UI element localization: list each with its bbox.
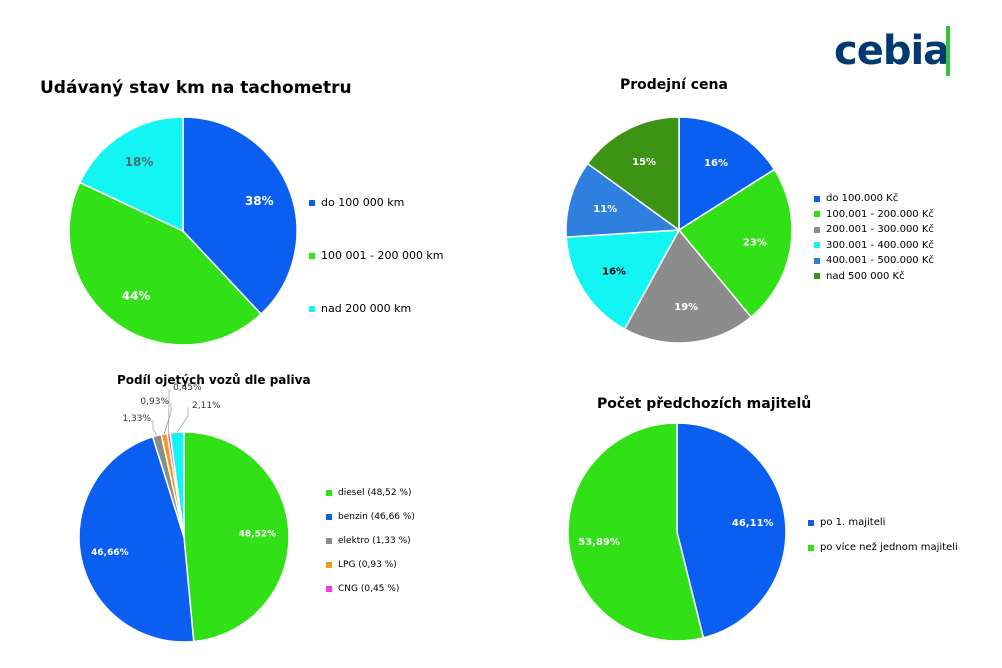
legend-item: po více než jednom majiteli bbox=[808, 535, 958, 560]
legend-item: LPG (0,93 %) bbox=[326, 553, 415, 577]
pie-slice bbox=[676, 422, 787, 639]
legend-label: nad 500 000 Kč bbox=[826, 270, 905, 282]
legend-swatch bbox=[808, 519, 814, 526]
pie-slice bbox=[586, 116, 680, 232]
legend-owners: po 1. majiteli po více než jednom majitel… bbox=[808, 510, 958, 560]
legend-label: diesel (48,52 %) bbox=[338, 488, 412, 498]
legend-swatch bbox=[814, 211, 820, 218]
legend-label: do 100 000 km bbox=[321, 196, 405, 209]
leader-line bbox=[152, 420, 158, 436]
legend-swatch bbox=[326, 538, 332, 544]
legend-item: nad 200 000 km bbox=[309, 282, 444, 335]
legend-swatch bbox=[326, 586, 332, 592]
data-label: 44% bbox=[122, 289, 151, 303]
chart-title-fuel: Podíl ojetých vozů dle paliva bbox=[117, 373, 311, 387]
leader-line bbox=[163, 403, 172, 434]
legend-item: benzin (46,66 %) bbox=[326, 505, 415, 529]
legend-label: CNG (0,45 %) bbox=[338, 584, 400, 594]
pie-slice bbox=[678, 116, 776, 232]
legend-price: do 100.000 Kč 100.001 - 200.000 Kč 200.001… bbox=[814, 191, 934, 284]
data-label: 0,93% bbox=[140, 397, 169, 407]
legend-item: 300.001 - 400.000 Kč bbox=[814, 238, 934, 254]
legend-swatch bbox=[309, 199, 315, 206]
data-label: 38% bbox=[245, 194, 274, 208]
leader-line bbox=[176, 407, 189, 433]
legend-swatch bbox=[814, 195, 820, 202]
data-label: 46,66% bbox=[91, 548, 129, 558]
pie-slice bbox=[182, 116, 298, 316]
legend-label: LPG (0,93 %) bbox=[338, 560, 397, 570]
pie-slice bbox=[68, 181, 263, 346]
legend-item: po 1. majiteli bbox=[808, 510, 958, 535]
data-label: 1,33% bbox=[122, 414, 151, 424]
legend-item: do 100 000 km bbox=[309, 176, 444, 229]
legend-swatch bbox=[814, 273, 820, 280]
data-label: 0,45% bbox=[173, 383, 202, 393]
pie-slice bbox=[567, 422, 705, 642]
legend-item: 200.001 - 300.000 Kč bbox=[814, 222, 934, 238]
legend-km: do 100 000 km 100 001 - 200 000 km nad 200… bbox=[309, 176, 444, 335]
legend-swatch bbox=[814, 242, 820, 249]
legend-swatch bbox=[326, 490, 332, 496]
legend-item: CNG (0,45 %) bbox=[326, 577, 415, 601]
data-label: 48,52% bbox=[239, 530, 277, 540]
data-label: 2,11% bbox=[192, 401, 221, 411]
pie-slice bbox=[565, 229, 681, 331]
pie-slice bbox=[565, 162, 682, 238]
legend-label: nad 200 000 km bbox=[321, 302, 412, 315]
pie-slice bbox=[78, 435, 195, 643]
legend-swatch bbox=[309, 305, 315, 312]
legend-swatch bbox=[326, 514, 332, 520]
data-label: 11% bbox=[593, 204, 617, 215]
legend-item: 400.001 - 500.000 Kč bbox=[814, 253, 934, 269]
data-label: 18% bbox=[125, 155, 154, 169]
legend-item: 100.001 - 200.000 Kč bbox=[814, 207, 934, 223]
legend-label: po 1. majiteli bbox=[820, 517, 886, 528]
legend-label: po více než jednom majiteli bbox=[820, 542, 958, 553]
logo-accent-bar bbox=[946, 26, 950, 76]
logo-text: cebia bbox=[834, 28, 950, 74]
legend-item: diesel (48,52 %) bbox=[326, 481, 415, 505]
legend-fuel: diesel (48,52 %) benzin (46,66 %) elektro … bbox=[326, 481, 415, 601]
chart-title-km: Udávaný stav km na tachometru bbox=[40, 78, 352, 98]
legend-item: do 100.000 Kč bbox=[814, 191, 934, 207]
data-label: 19% bbox=[674, 302, 698, 313]
chart-title-price: Prodejní cena bbox=[620, 77, 728, 93]
data-label: 53,89% bbox=[578, 537, 620, 548]
legend-item: 100 001 - 200 000 km bbox=[309, 229, 444, 282]
pie-slice bbox=[78, 116, 184, 233]
chart-title-owners: Počet předchozích majitelů bbox=[597, 396, 812, 412]
legend-label: 200.001 - 300.000 Kč bbox=[826, 224, 934, 236]
legend-swatch bbox=[309, 252, 315, 259]
legend-label: 100 001 - 200 000 km bbox=[321, 249, 444, 262]
legend-swatch bbox=[814, 226, 820, 233]
data-label: 46,11% bbox=[732, 518, 774, 529]
legend-label: 100.001 - 200.000 Kč bbox=[826, 208, 934, 220]
data-label: 15% bbox=[632, 157, 656, 168]
data-label: 16% bbox=[704, 158, 728, 169]
legend-label: benzin (46,66 %) bbox=[338, 512, 415, 522]
cebia-logo: cebia bbox=[834, 24, 964, 84]
pie-slice bbox=[623, 228, 753, 344]
legend-item: elektro (1,33 %) bbox=[326, 529, 415, 553]
legend-swatch bbox=[326, 562, 332, 568]
legend-label: elektro (1,33 %) bbox=[338, 536, 411, 546]
data-label: 23% bbox=[743, 238, 767, 249]
legend-swatch bbox=[814, 257, 820, 264]
pie-slice bbox=[677, 168, 793, 319]
pie-slice bbox=[183, 431, 290, 643]
legend-swatch bbox=[808, 544, 814, 551]
legend-label: 300.001 - 400.000 Kč bbox=[826, 239, 934, 251]
legend-item: nad 500 000 Kč bbox=[814, 269, 934, 285]
legend-label: do 100.000 Kč bbox=[826, 193, 899, 205]
legend-label: 400.001 - 500.000 Kč bbox=[826, 255, 934, 267]
data-label: 16% bbox=[602, 267, 626, 278]
